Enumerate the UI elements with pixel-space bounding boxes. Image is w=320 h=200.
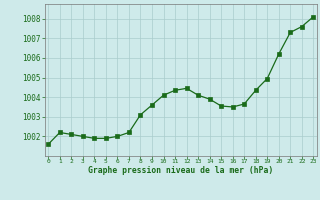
X-axis label: Graphe pression niveau de la mer (hPa): Graphe pression niveau de la mer (hPa) (88, 166, 273, 175)
